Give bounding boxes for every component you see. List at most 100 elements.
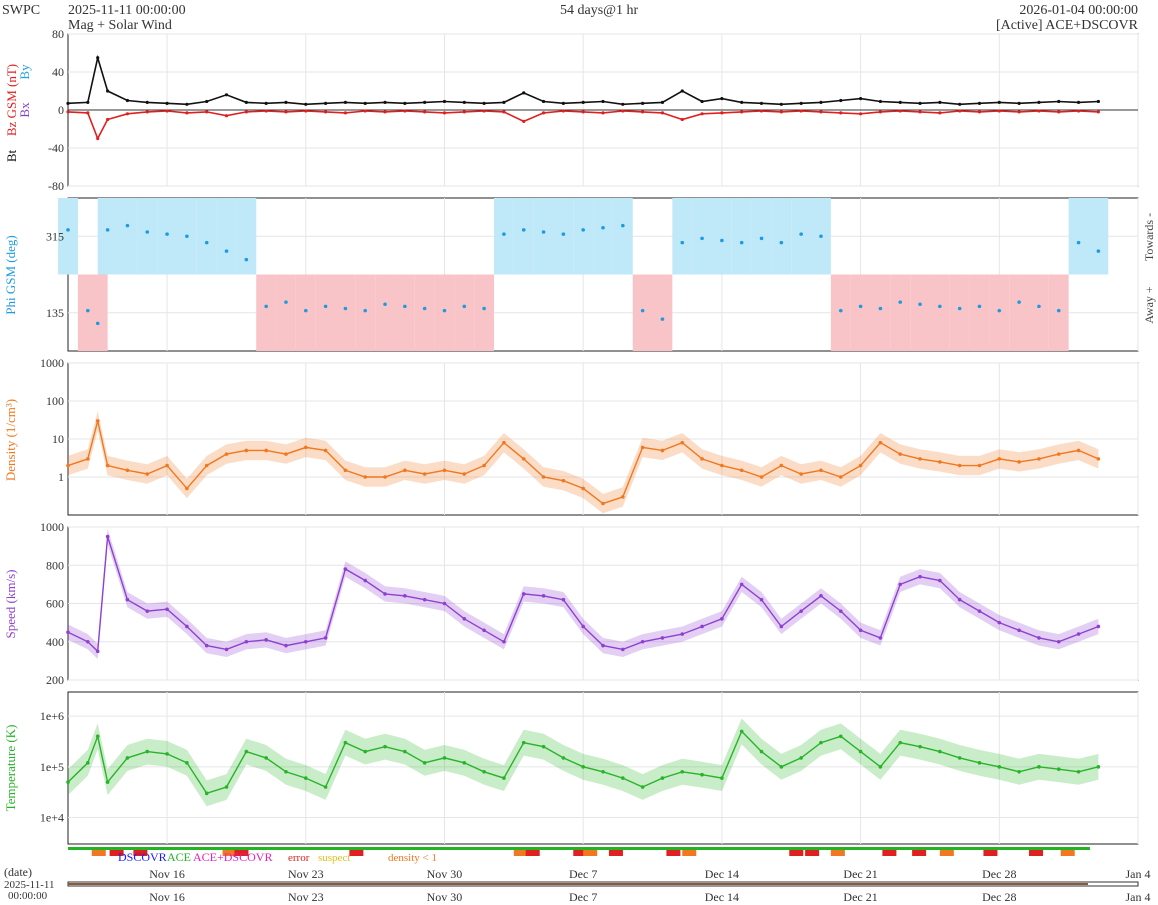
temperature-point-34 [720,776,724,780]
speed-series-line [67,536,1099,653]
temperature-point-41 [858,749,863,754]
temperature-point-49 [1017,769,1021,774]
phi-sector-band-51 [1048,274,1069,351]
speed-point-31 [660,636,665,640]
mag-point-bt-13 [304,102,308,106]
mag-point-bt-12 [284,100,288,104]
density-ytick-0: 1000 [40,356,64,370]
phi-point-4 [125,223,130,228]
speed-range-band [68,528,1099,659]
mag-point-bz-8 [205,110,209,114]
temperature-point-28 [601,769,605,774]
density-point-5 [145,472,150,476]
phi-sector-band-38 [791,198,812,275]
mag-point-bz-16 [363,109,367,113]
phi-point-51 [1056,308,1061,313]
phi-sector-band-53 [1088,198,1109,275]
x-tick-label-bottom-6: Dec 28 [982,890,1016,904]
mag-series-bz [67,110,1099,141]
phi-sector-band-19 [414,274,435,351]
speed-point-46 [957,597,962,602]
status-strip [91,850,1075,856]
status-flag-0 [91,850,106,856]
density-point-12 [284,452,288,456]
x-tick-label-top-1: Nov 23 [288,867,324,881]
legend-both: ACE+DSCOVR [193,850,272,864]
speed-point-23 [502,639,506,644]
phi-sector-band-34 [711,198,732,275]
mag-point-bt-46 [958,102,962,106]
temperature-point-19 [422,761,427,765]
mag-point-bz-34 [720,111,724,115]
phi-sector-band-26 [553,198,574,275]
mag-point-bt-8 [205,99,209,104]
mag-point-bt-28 [601,99,605,104]
mag-point-bt-18 [403,101,407,105]
mag-point-bz-40 [839,111,843,115]
mag-point-bt-24 [522,91,526,95]
density-point-22 [482,463,486,468]
phi-point-13 [303,308,308,313]
temperature-point-36 [759,749,764,754]
phi-point-27 [581,228,585,232]
speed-point-25 [541,594,546,598]
phi-sector-band-21 [454,274,475,351]
phi-sector-band-29 [612,198,633,275]
temperature-point-3 [105,780,110,784]
temperature-point-37 [779,765,784,769]
density-point-53 [1096,457,1101,461]
mag-point-bt-49 [1017,101,1021,105]
phi-sector-band-30 [632,274,653,351]
speed-point-17 [383,592,387,596]
status-flag-20 [1029,850,1044,856]
mag-point-bz-17 [383,110,387,114]
mag-point-bz-49 [1017,110,1021,114]
speed-ytick-4: 200 [46,673,64,687]
phi-sector-band-35 [731,198,752,275]
density-point-51 [1056,452,1061,456]
mag-point-bt-37 [779,102,783,106]
mag-point-bt-20 [442,99,447,104]
mag-point-bt-34 [720,97,724,101]
density-point-52 [1076,448,1081,453]
phi-point-23 [502,232,506,236]
mag-point-bz-37 [779,110,783,114]
phi-point-42 [878,306,883,311]
speed-point-34 [720,617,724,621]
org-label: SWPC [2,3,40,18]
speed-point-28 [601,643,605,648]
mag-point-bz-50 [1037,109,1041,113]
speed-point-24 [521,592,526,596]
speed-point-49 [1017,628,1021,633]
temperature-point-22 [482,769,486,774]
density-point-47 [977,463,982,468]
phi-point-3 [105,228,110,232]
mag-point-bz-7 [185,111,189,115]
speed-point-21 [462,617,467,621]
speed-point-45 [938,578,942,583]
speed-point-4 [125,597,130,602]
speed-point-1 [86,639,90,644]
mag-point-bz-18 [403,109,407,113]
mag-point-bz-14 [323,110,328,114]
density-point-15 [343,468,348,473]
speed-point-18 [403,594,407,598]
phi-point-30 [640,308,645,313]
phi-point-52 [1076,240,1081,245]
temperature-point-15 [343,740,348,745]
phi-point-22 [482,306,486,311]
density-point-26 [561,478,566,483]
mag-point-bz-53 [1096,110,1100,114]
x-tick-label-bottom-1: Nov 23 [288,890,324,904]
speed-point-13 [303,639,308,644]
x-tick-label-bottom-4: Dec 14 [705,890,739,904]
legend-ace: ACE [167,850,191,864]
mag-point-bt-29 [621,102,625,106]
mag-point-bt-38 [799,101,803,105]
speed-point-7 [185,624,189,629]
temperature-point-39 [819,740,823,745]
temperature-point-24 [521,740,526,745]
temperature-point-25 [541,744,546,749]
phi-sector-band-37 [771,198,792,275]
mag-point-bt-30 [641,101,645,105]
